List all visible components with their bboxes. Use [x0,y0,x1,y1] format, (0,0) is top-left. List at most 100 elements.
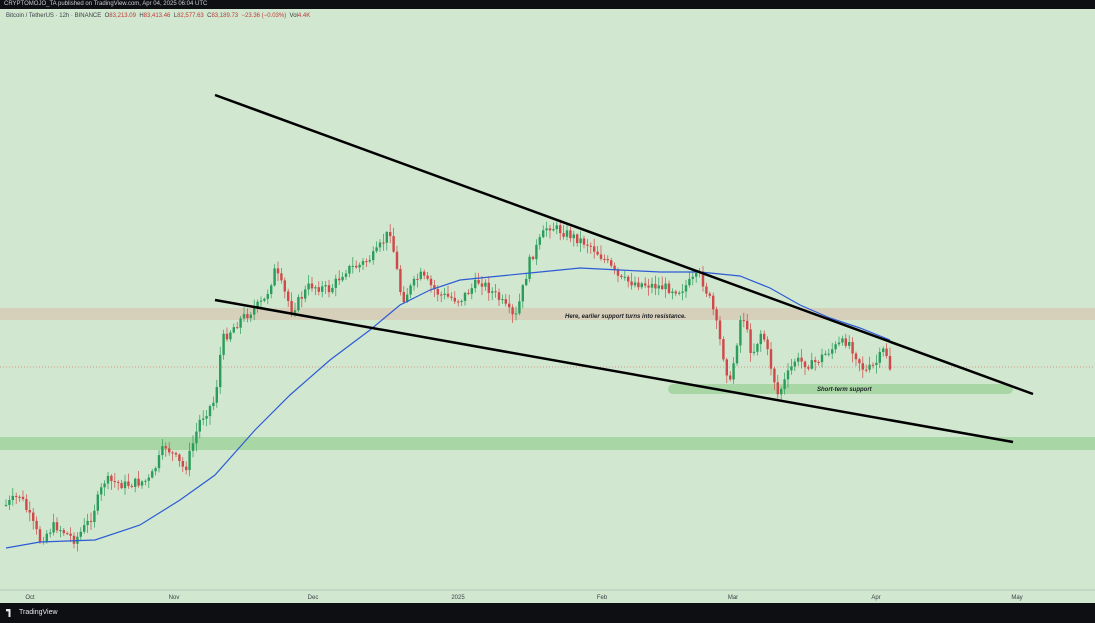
candle-body [191,443,195,451]
candle-body [882,348,885,352]
candle-body [49,532,52,534]
candle-body [310,283,314,289]
candle-body [28,510,31,513]
candle-body [470,288,473,294]
candle-body [593,246,596,252]
candle-body [786,370,790,380]
candle-body [681,291,684,293]
candle-body [780,389,783,395]
candle-body [293,310,297,313]
candle-body [341,276,344,281]
candle-body [219,354,222,388]
candle-body [695,272,698,277]
x-tick-label: Apr [871,595,880,601]
candle-body [239,318,242,328]
candle-body [304,289,307,299]
candle-body [759,333,762,345]
candle-body [178,454,181,462]
candle-body [399,268,402,292]
candle-body [559,225,562,234]
support-note: Short-term support [817,387,873,393]
candle-body [582,238,586,245]
candle-body [195,431,198,444]
candle-body [307,283,310,290]
moving-average-line [5,267,891,549]
candle-body [232,327,235,333]
candle-body [351,265,354,267]
candle-body [287,291,290,301]
candle-body [562,233,565,237]
candle-body [321,286,324,292]
candle-body [358,264,361,268]
candle-body [198,419,201,432]
x-tick-label: Feb [597,595,608,601]
candle-body [395,251,399,269]
candle-body [154,468,157,472]
candle-body [103,483,106,488]
candle-body [834,344,837,350]
candle-body [763,333,766,340]
candle-body [229,332,232,340]
candle-body [538,237,541,245]
high-label: H [139,13,144,19]
candle-body [72,535,76,544]
candle-body [596,251,599,255]
candle-body [858,359,861,364]
candle-body [732,363,735,380]
candle-body [290,300,293,313]
candle-body [11,495,14,501]
candle-body [423,271,426,276]
candle-body [865,369,868,371]
publish-bar: CRYPTOMOJO_TA published on TradingView.c… [0,0,1095,9]
tradingview-logo[interactable]: TradingView [6,608,58,618]
candle-body [599,254,603,259]
candle-body [25,499,28,511]
candle-body [79,531,82,537]
candle-body [494,291,497,293]
candle-body [324,285,327,287]
candle-body [222,333,225,355]
candle-body [678,292,681,294]
brand-label: TradingView [19,609,58,616]
candle-body [32,512,35,521]
candle-body [263,298,266,301]
candle-body [416,278,419,280]
candle-body [623,276,626,278]
candle-body [15,495,18,497]
candle-body [453,297,456,302]
candle-body [157,455,161,469]
x-tick-label: Dec [308,595,319,601]
candle-body [514,313,518,315]
candle-body [820,354,824,363]
candle-body [161,446,164,456]
candle-body [616,269,620,276]
candle-body [89,520,93,523]
candle-body [460,300,463,302]
candle-body [552,229,555,231]
candle-body [841,338,844,343]
candle-body [606,259,609,261]
candle-body [742,320,745,322]
candle-body [147,477,150,481]
open-value: 83,213.09 [109,13,136,19]
candle-body [790,366,793,371]
resistance-zone [0,308,1095,320]
chart-area[interactable]: Bitcoin / TetherUS · 12h · BINANCE O83,2… [0,9,1095,603]
candle-body [474,279,477,289]
candle-body [531,256,535,260]
candle-body [647,285,650,288]
candle-body [824,353,827,355]
candle-body [854,353,858,360]
candle-body [746,320,749,330]
candle-body [253,307,256,315]
candle-body [314,287,317,289]
candle-body [885,348,888,356]
candle-body [127,481,130,486]
candle-body [579,238,582,244]
candle-body [477,279,480,284]
candle-body [837,342,841,345]
candle-body [545,228,548,231]
x-tick-label: 2025 [451,595,465,601]
candle-body [185,466,188,471]
lower-support-zone [0,437,1095,450]
